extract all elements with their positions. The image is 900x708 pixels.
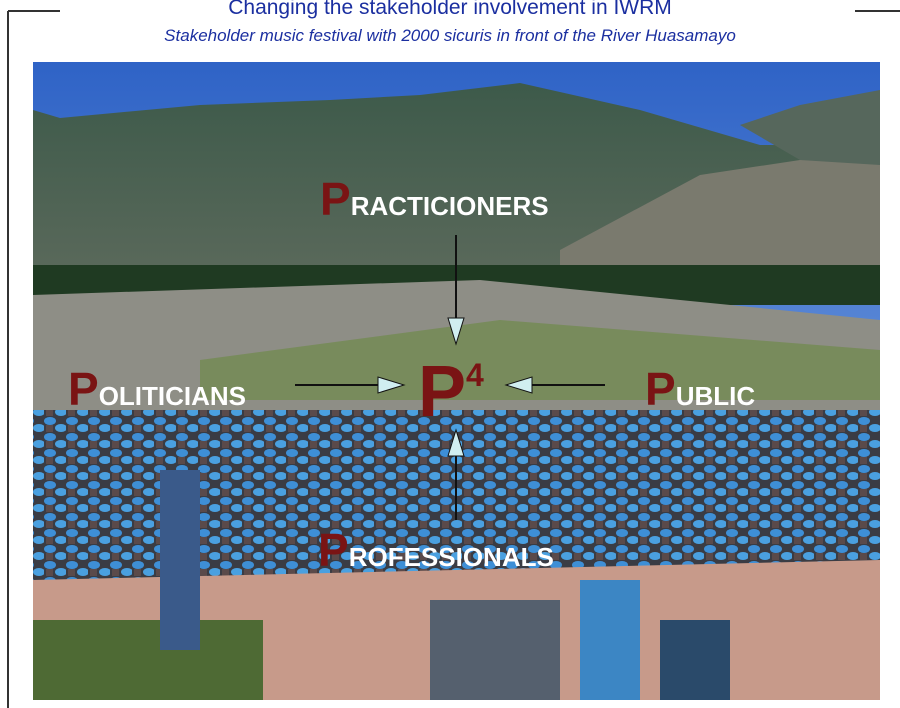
label-initial: P (320, 173, 351, 225)
label-text: RACTICIONERS (351, 191, 549, 221)
label-initial: P (645, 363, 676, 415)
center-letter: P (418, 352, 466, 432)
center-superscript: 4 (466, 357, 484, 393)
slide: Changing the stakeholder involvement in … (0, 0, 900, 708)
label-initial: P (68, 363, 99, 415)
label-text: OLITICIANS (99, 381, 246, 411)
label-text: UBLIC (676, 381, 756, 411)
page: Changing the stakeholder involvement in … (0, 0, 900, 708)
title: Changing the stakeholder involvement in … (228, 0, 672, 19)
label-text: ROFESSIONALS (349, 542, 554, 572)
label-initial: P (318, 524, 349, 576)
subtitle: Stakeholder music festival with 2000 sic… (164, 26, 736, 45)
